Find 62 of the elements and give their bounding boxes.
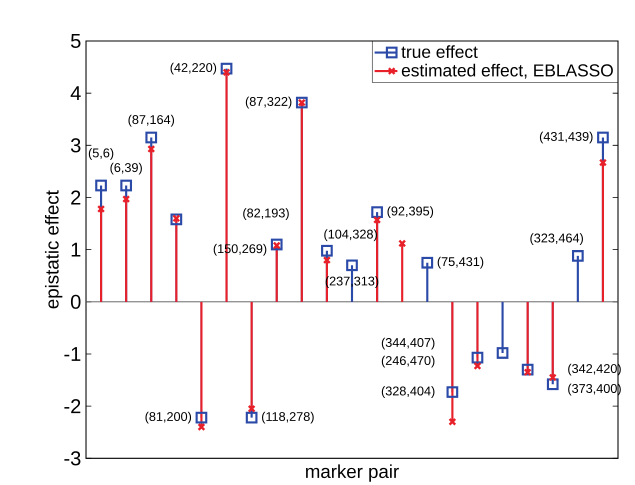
point [446,386,458,398]
y-tick-label: 2 [71,190,80,204]
point [371,206,383,218]
y-tick-label: -1 [64,347,80,361]
annotation: (6,39) [110,162,142,175]
y-tick-label: 5 [70,34,80,48]
point [346,259,358,272]
point [220,62,232,75]
y-tick-label: 4 [70,86,81,100]
point [272,241,281,250]
point [524,368,532,376]
annotation: (42,220) [170,62,216,75]
annotation: (87,164) [128,114,174,127]
point [145,132,158,144]
legend-label: estimated effect, EBLASSO [402,64,613,79]
point [170,214,182,226]
point [322,256,331,264]
y-tick-label: -2 [64,399,80,414]
annotation: (87,322) [246,96,292,108]
point [222,68,231,76]
point [246,412,258,424]
point [421,256,434,269]
annotation: (5,6) [88,148,114,160]
point [196,412,208,424]
y-tick-label: -3 [64,451,80,466]
annotation: (246,470) [382,356,434,368]
point [472,352,484,364]
point [546,378,559,390]
point [572,250,584,262]
annotation: (431,439) [540,132,593,144]
point [95,180,107,192]
point [473,362,482,370]
point [321,244,333,257]
point [147,144,156,154]
annotation: (92,395) [387,206,434,218]
point [270,238,283,250]
annotation: (75,431) [438,256,484,269]
y-tick-label: 3 [70,138,80,152]
annotation: (328,404) [382,386,434,398]
point [548,373,557,382]
annotation: (323,464) [530,233,583,245]
point [122,195,130,204]
point [522,364,534,376]
point [97,204,106,213]
annotation: (344,407) [382,338,434,350]
point [398,239,406,248]
annotation: (81,200) [145,412,192,424]
y-axis-title: epistatic effect [44,190,62,308]
legend-label: true effect [401,45,478,58]
point [172,214,180,222]
annotation: (82,193) [243,208,289,220]
point [197,422,206,432]
x-axis-title: marker pair [306,464,399,482]
y-tick-label: 1 [72,242,80,257]
y-tick-label: 0 [70,294,81,309]
point [597,132,609,144]
point [248,404,256,413]
annotation: (118,278) [262,412,314,424]
point [496,347,508,359]
point [448,418,456,426]
point [120,180,132,192]
point [373,216,382,224]
